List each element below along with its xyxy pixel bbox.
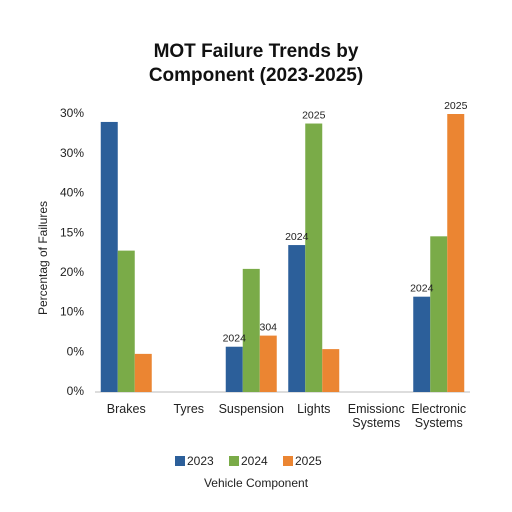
annotation: 2024	[285, 231, 309, 243]
y-tick-label: 40%	[60, 186, 84, 200]
legend-label: 2025	[295, 454, 322, 468]
y-tick-label: 10%	[60, 305, 84, 319]
x-tick-label: Electronic Systems	[411, 402, 467, 430]
y-axis-title: Percentag of Failures	[36, 201, 50, 315]
y-tick-label: 15%	[60, 225, 84, 239]
annotation: 2024	[223, 333, 247, 345]
legend-swatch	[229, 456, 239, 466]
bar	[242, 268, 260, 392]
bar	[430, 236, 448, 392]
x-axis-title: Vehicle Component	[203, 476, 309, 490]
bar	[259, 335, 277, 392]
bar	[117, 250, 135, 392]
bar	[100, 121, 118, 392]
y-tick-label: 0%	[67, 344, 85, 358]
x-tick-label: Lights	[297, 402, 331, 416]
y-tick-label: 30%	[60, 106, 84, 120]
bar	[305, 123, 323, 392]
bar	[413, 296, 431, 392]
legend-label: 2024	[241, 454, 268, 468]
chart-title: MOT Failure Trends by Component (2023-20…	[148, 41, 364, 86]
x-tick-label: Suspension	[218, 402, 284, 416]
legend-label: 2023	[187, 454, 214, 468]
bar	[225, 346, 243, 392]
annotation: 2024	[410, 282, 434, 294]
annotation: 2025	[302, 109, 326, 121]
annotation: 304	[259, 321, 277, 333]
x-tick-label: Brakes	[106, 402, 146, 416]
y-tick-label: 30%	[60, 146, 84, 160]
x-tick-label: Emissionc Systems	[347, 402, 405, 430]
legend-swatch	[283, 456, 293, 466]
legend-swatch	[175, 456, 185, 466]
bar	[322, 349, 340, 392]
bar	[134, 353, 152, 392]
y-tick-label: 20%	[60, 265, 84, 279]
bar	[288, 245, 306, 392]
annotation: 2025	[444, 100, 468, 112]
bar	[447, 114, 465, 392]
y-tick-label: 0%	[67, 384, 85, 398]
x-tick-label: Tyres	[173, 402, 205, 416]
